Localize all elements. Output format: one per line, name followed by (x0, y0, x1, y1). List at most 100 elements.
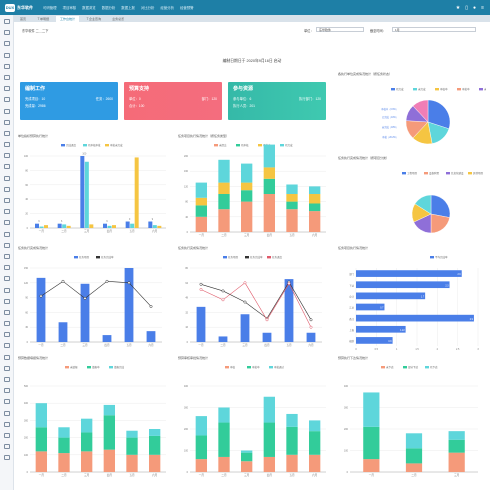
y-tick-label: 编制 (349, 339, 354, 343)
x-tick-label: 三月 (244, 233, 250, 237)
sidebar-menu-icon[interactable] (3, 365, 10, 371)
sidebar-menu-icon[interactable] (3, 175, 10, 181)
sidebar-menu-icon[interactable] (3, 142, 10, 148)
user-icon[interactable]: ● (473, 4, 477, 11)
legend-swatch (381, 366, 385, 369)
y-tick-label: 40 (185, 216, 188, 219)
sidebar-menu-icon[interactable] (3, 86, 10, 92)
line-point (309, 325, 313, 329)
tab-item[interactable]: Ｔ单明细 (37, 17, 50, 21)
bar (134, 157, 139, 228)
sidebar-menu-icon[interactable] (3, 130, 10, 136)
tab-item[interactable]: 业务总览 (112, 17, 125, 21)
sidebar-menu-icon[interactable] (3, 265, 10, 271)
nav-item[interactable]: 经营分析 (160, 6, 174, 10)
sidebar-menu-icon[interactable] (3, 186, 10, 192)
nav-item[interactable]: 数据上报 (121, 6, 135, 10)
y-tick-label: 100 (184, 450, 189, 453)
sidebar-menu-icon[interactable] (3, 63, 10, 69)
sidebar-menu-icon[interactable] (3, 220, 10, 226)
data-label: 2.6 (458, 274, 462, 276)
tab-item-active[interactable]: 工作台统计 (56, 16, 80, 22)
sidebar-menu-icon[interactable] (3, 410, 10, 416)
sidebar-menu-icon[interactable] (3, 119, 10, 125)
unit-select[interactable]: 东华软件 (316, 27, 364, 32)
sidebar-menu-icon[interactable] (3, 41, 10, 47)
sidebar-menu-icon[interactable] (3, 354, 10, 360)
data-label: 9 (129, 219, 131, 221)
legend-label: 未提交 (219, 143, 227, 147)
sidebar-menu-icon[interactable] (3, 97, 10, 103)
line-point (309, 318, 313, 322)
sidebar-menu-icon[interactable] (3, 30, 10, 36)
card-resources[interactable]: 参与资源 参与单位：6 执行部门：120 执行人员：201 (228, 82, 326, 120)
sidebar-menu-icon[interactable] (3, 432, 10, 438)
legend-label: 审批通过 (274, 365, 285, 369)
x-tick-label: 二月 (61, 229, 67, 233)
sidebar-menu-icon[interactable] (3, 52, 10, 58)
sidebar-menu-icon[interactable] (3, 309, 10, 315)
sidebar-menu-icon[interactable] (3, 399, 10, 405)
legend-swatch (214, 144, 218, 147)
bar-segment (218, 456, 230, 472)
y-tick-label: 汇总 (349, 306, 354, 310)
line-point (39, 294, 43, 298)
mobile-icon[interactable]: ▯ (465, 4, 469, 11)
nav-item[interactable]: 数据浏览 (82, 6, 96, 10)
sidebar-menu-icon[interactable] (3, 455, 10, 461)
card-stat: 执行部门：120 (299, 97, 321, 101)
x-tick-label: 一月 (39, 229, 45, 233)
sidebar-menu-icon[interactable] (3, 421, 10, 427)
sidebar-menu-icon[interactable] (3, 242, 10, 248)
sidebar-menu-icon[interactable] (3, 444, 10, 450)
sidebar-menu-icon[interactable] (3, 377, 10, 382)
card-budget-support[interactable]: 预算支持 单位：0 部门：120 合计：100 (124, 82, 222, 120)
bar-segment (195, 205, 207, 217)
legend-swatch (223, 256, 227, 259)
bar (125, 221, 130, 228)
nav-item[interactable]: 可研管理 (43, 6, 57, 10)
nav-item[interactable]: 对比分析 (140, 6, 155, 10)
app-logo[interactable]: DUX 东华软件 (5, 2, 33, 13)
sidebar-menu-icon[interactable] (3, 198, 10, 203)
tab-item[interactable]: 首页 (20, 17, 27, 21)
sidebar-menu-icon[interactable] (3, 253, 10, 259)
sidebar-menu-icon[interactable] (3, 343, 10, 349)
sidebar-menu-icon[interactable] (3, 164, 10, 170)
sidebar-menu-icon[interactable] (3, 287, 10, 293)
bar-segment (218, 182, 230, 194)
sidebar-menu-icon[interactable] (3, 276, 10, 282)
bar (284, 279, 294, 342)
top-navbar: DUX 东华软件 可研管理 项目审核 数据浏览 数据分析 数据上报 对比分析 经… (0, 0, 490, 15)
menu-icon[interactable]: ≡ (481, 4, 484, 11)
bar-segment (286, 194, 298, 202)
card-plan-work[interactable]: 编制工作 完成项目：10 任务：2600 完成量：2986 (20, 82, 118, 120)
tab-item[interactable]: Ｔ企业查询 (86, 17, 102, 21)
sidebar-menu-icon[interactable] (3, 153, 10, 159)
nav-item[interactable]: 项目审核 (62, 6, 77, 10)
x-tick-label: 六月 (308, 343, 314, 347)
legend-swatch (109, 366, 113, 369)
sidebar-menu-icon[interactable] (3, 298, 10, 304)
bar-segment (263, 144, 275, 168)
y-tick-label: 160 (184, 170, 189, 173)
pie-slice (414, 194, 432, 215)
nav-item[interactable]: 经营预警 (179, 6, 194, 10)
sidebar-menu-icon[interactable] (3, 74, 10, 80)
sidebar-menu-icon[interactable] (3, 108, 10, 114)
star-icon[interactable]: ★ (455, 4, 461, 11)
y-tick-label: 200 (184, 428, 189, 431)
chart-unit-budget: 单位指标预算执行统计 完成进度 已审核审批 审批未完成 0 20 40 60 80 100 6 6 10… (16, 134, 172, 244)
sidebar-menu-icon[interactable] (3, 321, 10, 327)
legend-swatch (87, 366, 91, 369)
sidebar-menu-icon[interactable] (3, 19, 10, 24)
sidebar-menu-icon[interactable] (3, 209, 10, 215)
series-line (40, 280, 152, 307)
period-select[interactable]: 1月 (392, 27, 476, 32)
x-tick-label: 三月 (84, 473, 90, 477)
sidebar-menu-icon[interactable] (3, 231, 10, 237)
sidebar-menu-icon[interactable] (3, 388, 10, 394)
nav-item[interactable]: 数据分析 (101, 6, 116, 10)
sidebar-menu-icon[interactable] (3, 332, 10, 338)
x-tick-label: 五月 (129, 473, 135, 477)
